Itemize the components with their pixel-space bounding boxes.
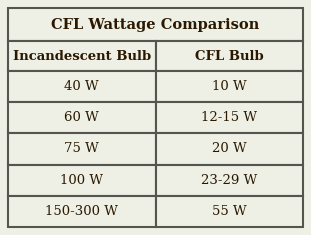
Text: CFL Bulb: CFL Bulb: [195, 50, 264, 63]
Bar: [156, 133, 303, 164]
Text: 23-29 W: 23-29 W: [201, 174, 258, 187]
Text: 100 W: 100 W: [60, 174, 103, 187]
Text: 10 W: 10 W: [212, 80, 247, 93]
Text: CFL Wattage Comparison: CFL Wattage Comparison: [51, 17, 260, 31]
Bar: [156, 71, 303, 102]
Text: 75 W: 75 W: [64, 142, 99, 156]
Bar: [8, 196, 156, 227]
Text: 60 W: 60 W: [64, 111, 99, 124]
Bar: [156, 196, 303, 227]
Bar: [8, 41, 156, 71]
Text: 55 W: 55 W: [212, 205, 247, 218]
Text: 12-15 W: 12-15 W: [201, 111, 257, 124]
Bar: [8, 133, 156, 164]
Text: 20 W: 20 W: [212, 142, 247, 156]
Text: 150-300 W: 150-300 W: [45, 205, 118, 218]
Text: 40 W: 40 W: [64, 80, 99, 93]
Bar: [8, 102, 156, 133]
Bar: [156, 102, 303, 133]
Bar: [8, 71, 156, 102]
Bar: [156, 41, 303, 71]
Bar: [8, 8, 303, 41]
Bar: [8, 164, 156, 196]
Bar: [156, 164, 303, 196]
Text: Incandescent Bulb: Incandescent Bulb: [13, 50, 151, 63]
